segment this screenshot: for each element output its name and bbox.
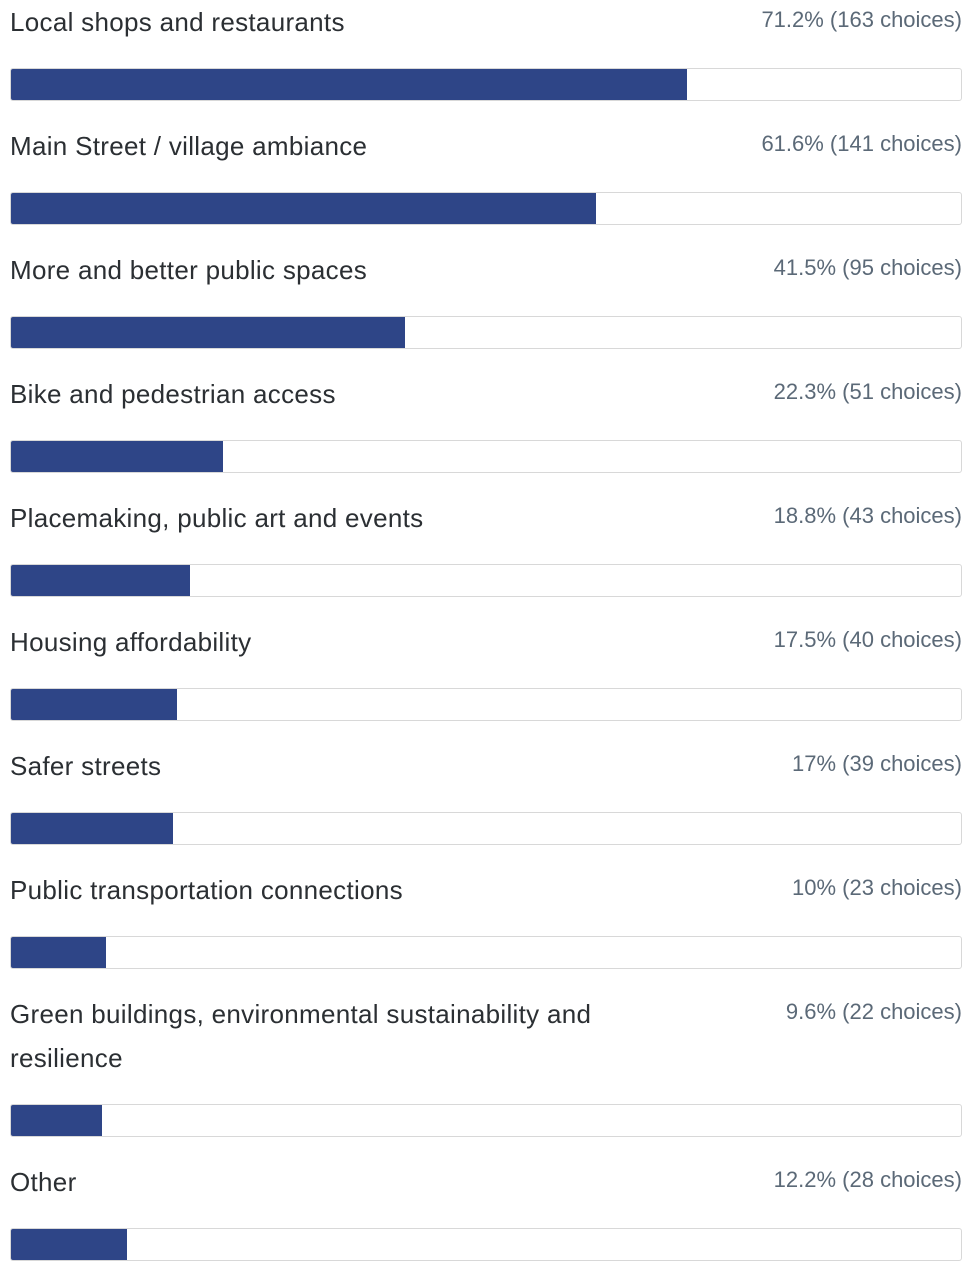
option-label: Placemaking, public art and events (10, 503, 424, 533)
result-item: Placemaking, public art and events 18.8% … (10, 496, 962, 597)
bar-track (10, 192, 962, 225)
option-label: Public transportation connections (10, 875, 403, 905)
bar (11, 1229, 127, 1260)
option-label: Local shops and restaurants (10, 7, 345, 37)
option-label: Bike and pedestrian access (10, 379, 336, 409)
result-header: Green buildings, environmental sustainab… (10, 992, 962, 1080)
result-item: More and better public spaces 41.5% (95 c… (10, 248, 962, 349)
result-header: Main Street / village ambiance 61.6% (141… (10, 124, 962, 168)
bar (11, 937, 106, 968)
value-label: 17% (39 choices) (792, 751, 962, 776)
value-label: 12.2% (28 choices) (773, 1167, 962, 1192)
bar (11, 317, 406, 348)
result-item: Bike and pedestrian access 22.3% (51 choi… (10, 372, 962, 473)
result-header: More and better public spaces 41.5% (95 c… (10, 248, 962, 292)
bar (11, 813, 173, 844)
option-label: More and better public spaces (10, 255, 368, 285)
option-label: Safer streets (10, 751, 162, 781)
option-label: Other (10, 1167, 77, 1197)
result-item: Other 12.2% (28 choices) (10, 1160, 962, 1261)
value-label: 10% (23 choices) (792, 875, 962, 900)
value-label: 18.8% (43 choices) (773, 503, 962, 528)
result-item: Public transportation connections 10% (23… (10, 868, 962, 969)
bar (11, 1105, 103, 1136)
value-label: 22.3% (51 choices) (773, 379, 962, 404)
result-header: Public transportation connections 10% (23… (10, 868, 962, 912)
bar-track (10, 564, 962, 597)
bar (11, 565, 190, 596)
bar-track (10, 1104, 962, 1137)
bar (11, 441, 223, 472)
result-header: Safer streets 17% (39 choices) (10, 744, 962, 788)
value-label: 41.5% (95 choices) (773, 255, 962, 280)
result-item: Green buildings, environmental sustainab… (10, 992, 962, 1137)
bar-track (10, 936, 962, 969)
result-item: Main Street / village ambiance 61.6% (141… (10, 124, 962, 225)
bar (11, 193, 597, 224)
result-item: Local shops and restaurants 71.2% (163 ch… (10, 0, 962, 101)
bar-track (10, 1228, 962, 1261)
bar (11, 689, 178, 720)
option-label: Green buildings, environmental sustainab… (10, 999, 592, 1073)
bar (11, 69, 688, 100)
option-label: Main Street / village ambiance (10, 131, 368, 161)
option-label: Housing affordability (10, 627, 252, 657)
bar-track (10, 688, 962, 721)
result-item: Safer streets 17% (39 choices) (10, 744, 962, 845)
bar-track (10, 440, 962, 473)
value-label: 9.6% (22 choices) (785, 999, 962, 1024)
result-header: Housing affordability 17.5% (40 choices) (10, 620, 962, 664)
value-label: 17.5% (40 choices) (773, 627, 962, 652)
result-header: Local shops and restaurants 71.2% (163 ch… (10, 0, 962, 44)
result-item: Housing affordability 17.5% (40 choices) (10, 620, 962, 721)
bar-track (10, 316, 962, 349)
result-header: Other 12.2% (28 choices) (10, 1160, 962, 1204)
bar-track (10, 68, 962, 101)
result-header: Placemaking, public art and events 18.8% … (10, 496, 962, 540)
value-label: 61.6% (141 choices) (761, 131, 962, 156)
value-label: 71.2% (163 choices) (761, 7, 962, 32)
result-header: Bike and pedestrian access 22.3% (51 choi… (10, 372, 962, 416)
bar-track (10, 812, 962, 845)
